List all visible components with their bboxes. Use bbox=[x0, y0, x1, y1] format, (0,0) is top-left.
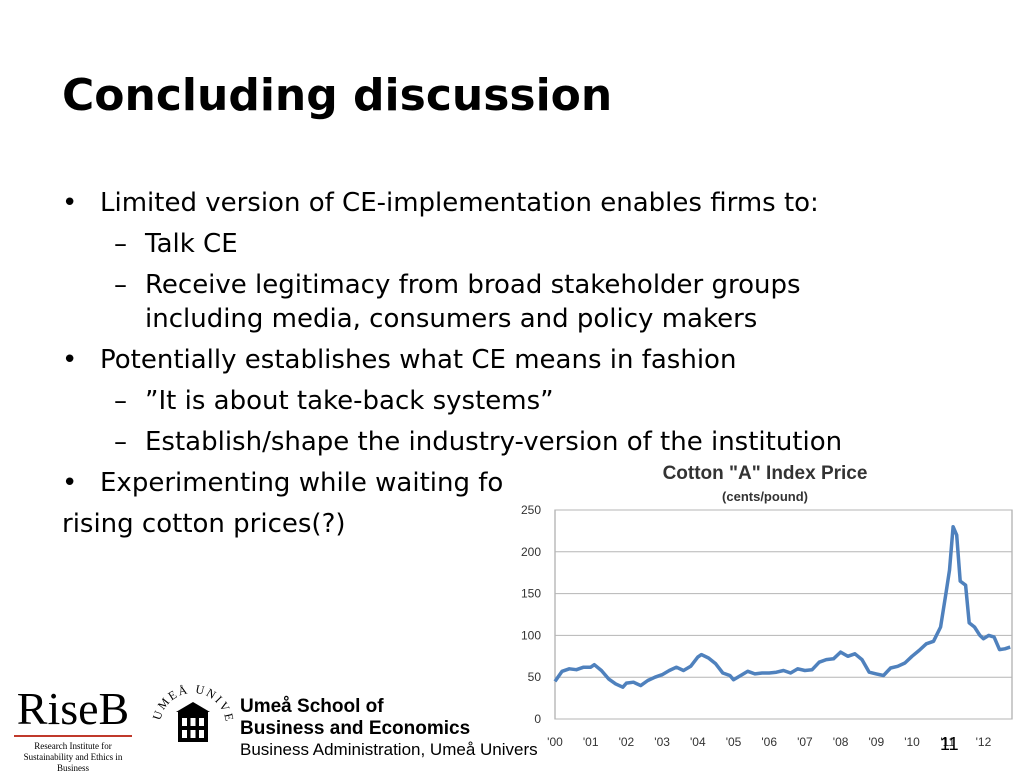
sub-bullet-item: – Receive legitimacy from broad stakehol… bbox=[62, 268, 962, 336]
umea-university-seal-icon: UMEÅ UNIVERSITET bbox=[150, 682, 235, 742]
riseb-wordmark: RiseB bbox=[16, 683, 130, 734]
dash-glyph: – bbox=[114, 427, 127, 457]
x-tick-label: '00 bbox=[547, 735, 563, 749]
x-tick-label: '05 bbox=[726, 735, 742, 749]
sub-bullet-item: – Talk CE bbox=[62, 227, 962, 261]
x-tick-label: '08 bbox=[833, 735, 849, 749]
riseb-logo: RiseB Research Institute for Sustainabili… bbox=[8, 686, 138, 774]
x-tick-label: '02 bbox=[619, 735, 635, 749]
bullet-glyph: • bbox=[62, 468, 78, 498]
dash-glyph: – bbox=[114, 229, 127, 259]
x-tick-label: '06 bbox=[761, 735, 777, 749]
sub-bullet-text: ”It is about take-back systems” bbox=[145, 386, 554, 416]
page-number: 11 bbox=[940, 734, 959, 754]
footer-logos: RiseB Research Institute for Sustainabili… bbox=[0, 680, 538, 773]
y-tick-label: 150 bbox=[521, 587, 541, 601]
bullet-text: Limited version of CE-implementation ena… bbox=[100, 188, 819, 218]
dash-glyph: – bbox=[114, 270, 127, 300]
y-tick-label: 0 bbox=[534, 712, 541, 726]
sub-bullet-text: Establish/shape the industry-version of … bbox=[145, 427, 843, 457]
y-tick-label: 50 bbox=[528, 670, 542, 684]
bullet-item: • Experimenting while waiting for bbox=[62, 466, 962, 500]
bullet-text: Potentially establishes what CE means in… bbox=[100, 345, 737, 375]
x-tick-label: '03 bbox=[654, 735, 670, 749]
chart-svg: Cotton "A" Index Price (cents/pound) 0 50… bbox=[521, 463, 1013, 749]
sub-bullet-item: – ”It is about take-back systems” bbox=[62, 384, 962, 418]
dash-glyph: – bbox=[114, 386, 127, 416]
bullet-text: Experimenting while waiting for bbox=[100, 468, 514, 498]
sub-bullet-text-continued: including media, consumers and policy ma… bbox=[145, 304, 758, 334]
usbe-logo: Umeå School of Business and Economics Bu… bbox=[240, 696, 538, 759]
bullet-item: • Limited version of CE-implementation e… bbox=[62, 186, 962, 220]
x-tick-label: '07 bbox=[797, 735, 813, 749]
bullet-glyph: • bbox=[62, 345, 78, 375]
sub-bullet-text: Talk CE bbox=[145, 229, 238, 259]
x-tick-label: '11 bbox=[940, 735, 955, 749]
y-tick-label: 200 bbox=[521, 545, 541, 559]
x-tick-label: '01 bbox=[583, 735, 599, 749]
sub-bullet-text: Receive legitimacy from broad stakeholde… bbox=[145, 270, 801, 300]
x-tick-label: '09 bbox=[869, 735, 885, 749]
plot-area: 0 50 100 150 200 250 '00 '01 '02 '03 '04 '05 '06 '07 '… bbox=[521, 503, 1013, 749]
chart-title: Cotton "A" Index Price bbox=[663, 463, 868, 484]
series-line bbox=[553, 524, 1011, 689]
bullet-list: • Limited version of CE-implementation e… bbox=[62, 186, 962, 541]
x-tick-label: '10 bbox=[904, 735, 920, 749]
bullet-glyph: • bbox=[62, 188, 78, 218]
bullet-text-continued: rising cotton prices(?) bbox=[62, 509, 346, 539]
chart-subtitle: (cents/pound) bbox=[722, 489, 808, 504]
y-tick-label: 100 bbox=[521, 628, 541, 642]
riseb-tagline: Research Institute for Sustainability and… bbox=[23, 741, 123, 773]
riseb-divider bbox=[14, 735, 132, 737]
x-tick-label: '12 bbox=[976, 735, 992, 749]
y-tick-label: 250 bbox=[521, 503, 541, 517]
sub-bullet-item: – Establish/shape the industry-version o… bbox=[62, 425, 962, 459]
slide-title: Concluding discussion bbox=[62, 70, 613, 121]
cotton-price-chart: Cotton "A" Index Price (cents/pound) 0 50… bbox=[505, 455, 1024, 768]
bullet-item: • Potentially establishes what CE means … bbox=[62, 343, 962, 377]
x-tick-label: '04 bbox=[690, 735, 706, 749]
